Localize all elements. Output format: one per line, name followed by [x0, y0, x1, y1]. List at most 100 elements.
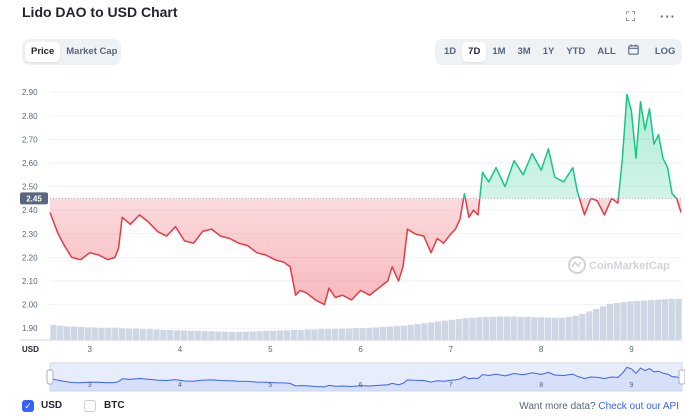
volume-bar-68 [517, 316, 524, 340]
x-tick-label-0: 3 [87, 345, 92, 354]
volume-bar-7 [98, 327, 105, 340]
footer: ✓ USD BTC Want more data? Check out our … [0, 396, 685, 418]
y-tick-label-0: 1.90 [22, 324, 38, 333]
volume-bar-2 [64, 326, 71, 340]
price-line-down [49, 198, 682, 306]
range-ytd[interactable]: YTD [566, 46, 586, 57]
volume-bar-78 [586, 311, 593, 340]
price-area [50, 94, 682, 305]
volume-bar-6 [91, 327, 98, 340]
volume-bar-90 [668, 298, 675, 340]
y-tick-label-1: 2.00 [22, 301, 38, 310]
volume-bar-50 [393, 326, 401, 340]
volume-bar-14 [146, 329, 153, 340]
calendar-icon[interactable] [622, 42, 645, 62]
volume-bar-35 [290, 329, 298, 340]
volume-bar-60 [462, 318, 469, 340]
volume-bar-66 [503, 316, 510, 340]
volume-bar-9 [112, 327, 119, 340]
navigator-tick-label-5: 8 [539, 382, 543, 389]
volume-bar-19 [180, 330, 188, 340]
volume-bar-84 [627, 301, 634, 340]
api-link[interactable]: Check out our API [598, 401, 679, 412]
watermark-text: CoinMarketCap [589, 260, 670, 272]
reference-label: 2.45 [26, 194, 42, 203]
expand-icon[interactable]: ⛶ [626, 9, 636, 24]
chart-type-toggle: Price Market Cap [22, 39, 121, 65]
y-tick-label-7: 2.60 [22, 159, 38, 168]
volume-bar-33 [276, 330, 284, 340]
log-scale-toggle[interactable]: LOG [654, 46, 676, 57]
y-axis: 1.90 2.00 2.10 2.20 2.30 2.40 2.50 2.60 2.70 2.80… [22, 88, 38, 333]
navigator-tick-label-0: 3 [88, 382, 92, 389]
volume-bar-31 [263, 330, 270, 340]
chart-title: Lido DAO to USD Chart [22, 4, 178, 20]
volume-bar-11 [125, 328, 133, 340]
navigator-tick-label-4: 7 [449, 382, 453, 389]
volume-bar-29 [249, 331, 256, 340]
volume-bar-44 [352, 328, 359, 340]
volume-bar-21 [194, 330, 201, 340]
volume-bar-79 [592, 308, 600, 340]
volume-bar-59 [455, 319, 462, 340]
tab-price[interactable]: Price [25, 42, 61, 62]
volume-bar-62 [476, 317, 483, 340]
volume-bar-49 [386, 326, 394, 340]
volume-bar-56 [434, 321, 442, 340]
y-tick-label-9: 2.80 [22, 112, 38, 121]
volume-bar-8 [105, 327, 112, 340]
btc-checkbox[interactable] [84, 400, 96, 412]
tab-market-cap[interactable]: Market Cap [66, 46, 118, 57]
volume-bar-10 [118, 328, 126, 340]
range-1m[interactable]: 1M [492, 46, 506, 57]
volume-bar-81 [606, 303, 614, 340]
more-horizontal-icon[interactable]: ··· [660, 9, 676, 24]
volume-bar-13 [139, 329, 146, 340]
volume-bar-38 [311, 329, 318, 340]
y-tick-label-10: 2.90 [22, 88, 38, 97]
y-tick-label-5: 2.40 [22, 206, 38, 215]
range-7d[interactable]: 7D [462, 42, 487, 62]
navigator-area [50, 367, 682, 391]
x-tick-label-3: 6 [358, 345, 363, 354]
range-navigator[interactable]: 3 4 5 6 7 8 9 [46, 362, 685, 392]
volume-bar-39 [318, 329, 325, 340]
volume-bar-30 [256, 331, 263, 340]
x-tick-label-5: 8 [539, 345, 544, 354]
volume-bar-80 [599, 306, 607, 340]
volume-bar-70 [531, 317, 538, 340]
area-above-reference [463, 94, 677, 199]
volume-bars [50, 298, 682, 340]
volume-bar-34 [283, 330, 291, 340]
volume-bar-17 [167, 329, 174, 340]
range-1d[interactable]: 1D [444, 46, 457, 57]
currency-label: USD [22, 345, 39, 354]
volume-bar-23 [208, 331, 215, 340]
range-3m[interactable]: 3M [517, 46, 531, 57]
usd-checkbox[interactable]: ✓ [22, 400, 34, 412]
volume-bar-88 [654, 299, 662, 340]
volume-bar-22 [201, 331, 208, 340]
navigator-right-handle[interactable] [678, 369, 685, 385]
volume-bar-83 [620, 302, 627, 340]
y-tick-label-3: 2.20 [22, 253, 38, 262]
volume-bar-85 [634, 300, 641, 340]
range-all[interactable]: ALL [597, 46, 616, 57]
navigator-left-handle[interactable] [46, 369, 54, 385]
volume-bar-12 [132, 328, 140, 340]
navigator-tick-label-3: 6 [359, 382, 363, 389]
price-chart[interactable]: 1.90 2.00 2.10 2.20 2.30 2.40 2.50 2.60 2.70 2.80… [0, 0, 685, 395]
volume-bar-41 [331, 329, 339, 340]
volume-bar-71 [538, 317, 545, 340]
price-line [49, 93, 682, 306]
y-tick-label-6: 2.50 [22, 183, 38, 192]
volume-bar-67 [510, 316, 517, 340]
volume-bar-61 [469, 317, 476, 340]
y-tick-label-8: 2.70 [22, 135, 38, 144]
volume-bar-82 [613, 303, 620, 340]
watermark: CoinMarketCap [568, 256, 670, 274]
volume-bar-42 [338, 328, 346, 340]
volume-bar-89 [661, 299, 668, 340]
volume-bar-28 [242, 331, 249, 340]
range-1y[interactable]: 1Y [542, 46, 555, 57]
